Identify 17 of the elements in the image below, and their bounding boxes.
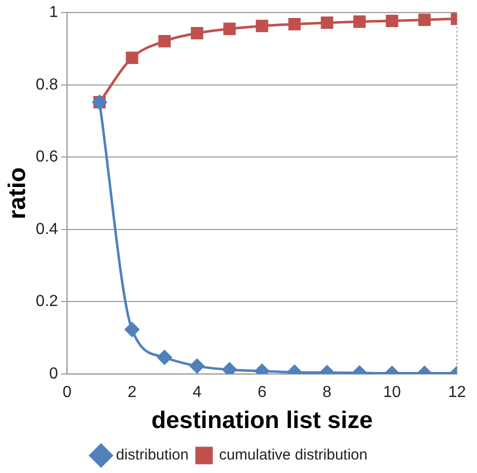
x-tick-label: 4 xyxy=(192,384,202,402)
legend-label: distribution xyxy=(116,446,189,464)
y-tick-label: 0.8 xyxy=(36,76,58,94)
x-tick-label: 10 xyxy=(383,384,402,402)
x-axis-title: destination list size xyxy=(151,407,373,434)
x-tick-label: 6 xyxy=(258,384,267,402)
y-tick-label: 0.2 xyxy=(36,293,58,310)
y-axis-title: ratio xyxy=(4,167,32,220)
x-tick-label: 8 xyxy=(322,384,332,402)
y-tick-label: 0.6 xyxy=(36,148,58,166)
legend-label: cumulative distribution xyxy=(219,446,368,464)
x-tick-label: 2 xyxy=(128,384,137,402)
y-tick-label: 0.4 xyxy=(36,220,58,238)
x-tick-label: 12 xyxy=(448,384,466,402)
x-tick-label: 0 xyxy=(62,384,72,402)
y-tick-label: 1 xyxy=(49,4,58,22)
y-tick-label: 0 xyxy=(49,365,58,382)
